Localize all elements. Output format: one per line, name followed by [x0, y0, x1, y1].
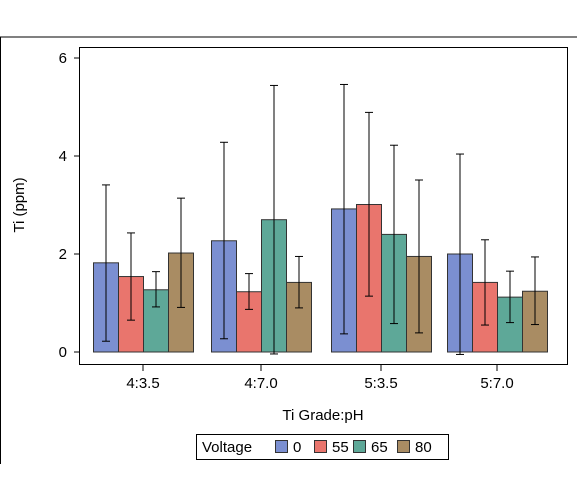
- x-tick-label: 4:3.5: [126, 375, 159, 392]
- error-bar-55-5:3.5: [365, 111, 373, 297]
- x-tick-label: 5:3.5: [364, 375, 397, 392]
- error-bar-65-4:7.0: [270, 84, 278, 355]
- legend-frame: [196, 434, 449, 460]
- legend-title: Voltage: [202, 439, 252, 456]
- x-axis: 4:3.5 4:7.0 5:3.5 5:7.0: [126, 365, 514, 392]
- y-axis: 0 2 4 6: [59, 50, 80, 361]
- legend-swatch: [397, 440, 410, 453]
- y-tick-label: 2: [59, 246, 67, 263]
- x-axis-label: Ti Grade:pH: [282, 407, 363, 424]
- error-bar-55-4:7.0: [245, 273, 253, 310]
- error-bar-0-4:3.5: [102, 184, 110, 342]
- error-bar-80-4:3.5: [177, 197, 185, 308]
- error-bar-0-4:7.0: [220, 141, 228, 340]
- legend-items: 0 55 65 80: [275, 439, 432, 456]
- error-bar-55-5:7.0: [481, 239, 489, 326]
- legend: Voltage 0 55 65 80: [196, 434, 449, 460]
- error-bar-65-5:7.0: [506, 270, 514, 324]
- error-bar-80-5:7.0: [531, 256, 539, 326]
- legend-swatch: [314, 440, 327, 453]
- legend-label: 80: [415, 439, 432, 456]
- legend-label: 65: [371, 439, 388, 456]
- y-tick-label: 4: [59, 148, 67, 165]
- legend-label: 0: [293, 439, 301, 456]
- legend-item-0: 0: [275, 439, 301, 456]
- legend-item-80: 80: [397, 439, 432, 456]
- error-bar-0-5:7.0: [456, 153, 464, 355]
- legend-swatch: [353, 440, 366, 453]
- x-tick-label: 5:7.0: [480, 375, 513, 392]
- error-bar-65-5:3.5: [390, 144, 398, 325]
- error-bar-55-4:3.5: [127, 232, 135, 321]
- error-bar-80-4:7.0: [295, 255, 303, 309]
- error-bar-80-5:3.5: [415, 179, 423, 334]
- legend-label: 55: [332, 439, 349, 456]
- bars-layer: [93, 204, 548, 353]
- y-tick-label: 6: [59, 50, 67, 67]
- legend-item-65: 65: [353, 439, 388, 456]
- legend-swatch: [275, 440, 288, 453]
- legend-item-55: 55: [314, 439, 349, 456]
- error-bar-0-5:3.5: [340, 83, 348, 335]
- x-tick-label: 4:7.0: [244, 375, 277, 392]
- plot-area: [79, 47, 568, 365]
- error-bars-layer: [102, 83, 539, 355]
- error-bar-65-4:3.5: [152, 271, 160, 308]
- y-axis-label: Ti (ppm): [11, 177, 28, 232]
- y-tick-label: 0: [59, 344, 67, 361]
